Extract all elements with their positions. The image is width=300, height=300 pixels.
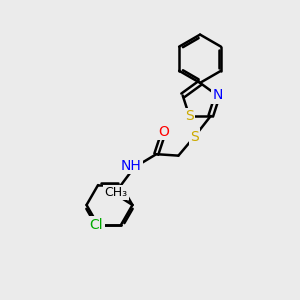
Text: S: S bbox=[190, 130, 199, 143]
Text: NH: NH bbox=[121, 159, 142, 173]
Text: Cl: Cl bbox=[90, 218, 104, 232]
Text: O: O bbox=[158, 125, 169, 139]
Text: N: N bbox=[212, 88, 223, 103]
Text: S: S bbox=[185, 109, 194, 123]
Text: CH₃: CH₃ bbox=[105, 186, 128, 199]
